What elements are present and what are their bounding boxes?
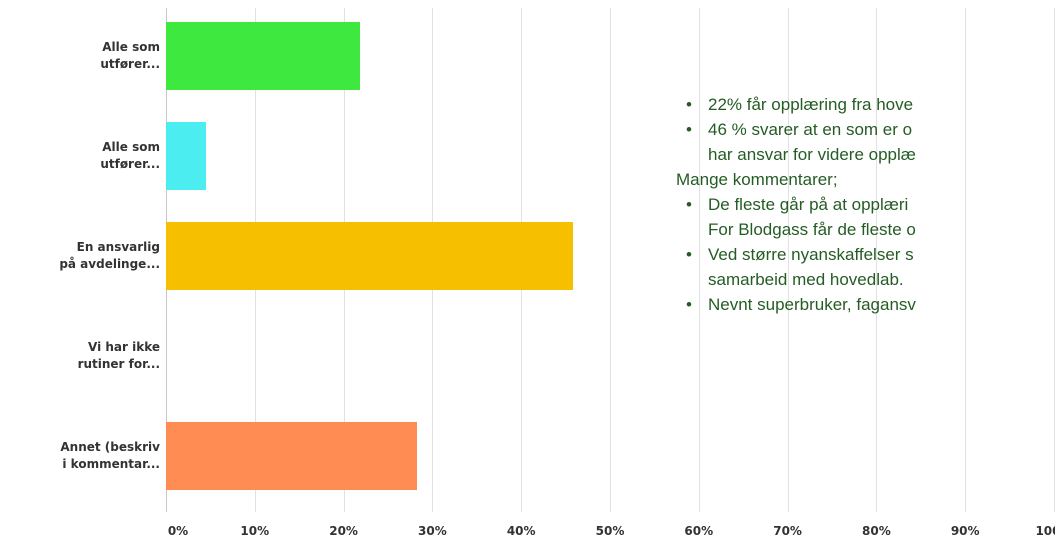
notes: 22% får opplæring fra hove 46 % svarer at… xyxy=(676,92,1055,362)
bar xyxy=(166,122,206,190)
category-label: Alle som utfører... xyxy=(100,40,160,71)
note-item: Nevnt superbruker, fagansv xyxy=(676,292,1055,317)
x-tick-label: 50% xyxy=(595,524,625,538)
note-line: samarbeid med hovedlab. xyxy=(708,270,904,289)
note-item: 22% får opplæring fra hove xyxy=(676,92,1055,117)
category-label: Vi har ikke rutiner for... xyxy=(77,340,160,371)
note-line: Ved større nyanskaffelser s xyxy=(708,245,914,264)
bar xyxy=(166,222,573,290)
category-label: Alle som utfører... xyxy=(100,140,160,171)
note-line: 46 % svarer at en som er o xyxy=(708,120,913,139)
x-tick-label: 20% xyxy=(329,524,358,538)
note-item: Mange kommentarer; xyxy=(676,167,1055,192)
note-item: De fleste går på at opplæri For Blodgass … xyxy=(676,192,1055,242)
category-label: Annet (beskriv i kommentar... xyxy=(60,440,160,471)
bar xyxy=(166,22,361,90)
x-tick-label: 80% xyxy=(862,524,891,538)
category-label: En ansvarlig på avdelinge... xyxy=(59,240,160,271)
note-line: De fleste går på at opplæri xyxy=(708,195,909,214)
note-item: Ved større nyanskaffelser s samarbeid med… xyxy=(676,242,1055,292)
x-tick-label: 60% xyxy=(684,524,714,538)
bar xyxy=(166,422,418,490)
note-line: 22% får opplæring fra hove xyxy=(708,95,914,114)
note-line: har ansvar for videre opplæ xyxy=(708,145,916,164)
x-tick-label: 70% xyxy=(773,524,802,538)
x-tick-label: 100% xyxy=(1035,524,1055,538)
grid-line xyxy=(610,8,611,512)
note-item: 46 % svarer at en som er o har ansvar for… xyxy=(676,117,1055,167)
x-tick-label: 40% xyxy=(506,524,536,538)
x-tick-label: 30% xyxy=(418,524,447,538)
note-line: For Blodgass får de fleste o xyxy=(708,220,916,239)
note-line: Mange kommentarer; xyxy=(676,170,838,189)
x-tick-label: 90% xyxy=(950,524,980,538)
x-tick-label: 10% xyxy=(240,524,270,538)
x-tick-label: 0% xyxy=(167,524,189,538)
note-line: Nevnt superbruker, fagansv xyxy=(708,295,916,314)
